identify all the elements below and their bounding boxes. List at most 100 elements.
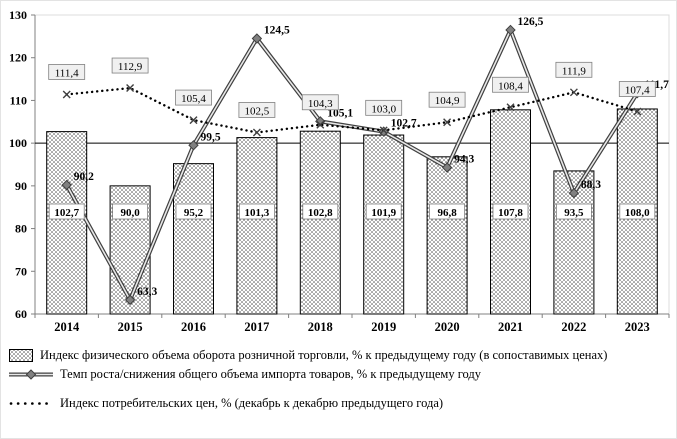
import-diamond-marker	[568, 187, 580, 199]
cpi-data-label: 104,9	[435, 95, 460, 107]
bar-data-label: 90,0	[120, 207, 140, 219]
x-category-label: 2021	[498, 320, 523, 334]
x-category-label: 2015	[118, 320, 143, 334]
cpi-label-box	[492, 76, 529, 93]
bar-label-box	[556, 203, 592, 220]
cpi-x-marker	[252, 128, 261, 137]
bar-data-label: 102,8	[308, 207, 333, 219]
x-category-label: 2017	[244, 320, 269, 334]
cpi-data-label: 111,9	[562, 65, 586, 77]
import-diamond-marker	[188, 140, 199, 151]
bar-data-label: 107,8	[498, 207, 523, 219]
bar-pattern-swatch	[9, 349, 33, 362]
import-line	[64, 24, 639, 305]
import-data-label: 94,3	[454, 153, 474, 165]
import-data-label: 102,7	[391, 118, 417, 130]
import-diamond-marker	[505, 24, 516, 36]
bar-2019	[363, 134, 405, 315]
cpi-label-box	[301, 94, 339, 111]
bar-2016	[173, 163, 214, 315]
cpi-x-marker	[443, 118, 452, 127]
bar-label-box	[365, 203, 402, 220]
x-category-label: 2016	[181, 320, 206, 334]
cpi-x-marker	[569, 88, 578, 97]
cpi-data-label: 104,3	[308, 98, 333, 110]
y-tick-label: 60	[15, 307, 27, 321]
legend-item-cpi-line: Индекс потребительских цен, % (декабрь к…	[9, 396, 670, 411]
bar-label-box	[619, 203, 656, 220]
y-tick-label: 100	[9, 136, 27, 150]
import-data-label: 126,5	[518, 16, 544, 28]
cpi-data-label: 102,5	[245, 105, 270, 117]
legend: Индекс физического объема оборота рознич…	[1, 341, 676, 410]
diamond-line-swatch	[9, 369, 53, 380]
legend-item-import-line: Темп роста/снижения общего объема импорт…	[9, 367, 670, 382]
cpi-label-box	[175, 89, 212, 106]
legend-item-retail-index: Индекс физического объема оборота рознич…	[9, 348, 670, 363]
x-category-label: 2018	[308, 320, 333, 334]
legend-label-cpi-line: Индекс потребительских цен, % (декабрь к…	[60, 395, 444, 410]
import-data-label: 88,3	[581, 179, 601, 191]
bar-2022	[553, 170, 595, 315]
y-tick-label: 120	[9, 51, 27, 65]
cpi-x-marker	[126, 84, 135, 93]
bar-label-box	[238, 203, 275, 220]
cpi-dotted-line	[65, 86, 639, 134]
bar-2014	[46, 131, 88, 315]
y-tick-label: 70	[15, 264, 27, 278]
cpi-label-box	[618, 81, 656, 97]
bar-data-label: 102,7	[54, 207, 79, 219]
cpi-label-box	[428, 91, 466, 108]
bar-label-box	[48, 203, 85, 220]
y-tick-label: 80	[15, 222, 27, 236]
bar-label-box	[429, 203, 466, 220]
import-diamond-marker	[251, 33, 263, 44]
bar-data-label: 95,2	[184, 207, 204, 219]
bar-label-box	[492, 203, 529, 220]
cpi-x-marker	[633, 107, 642, 116]
y-tick-label: 90	[15, 179, 27, 193]
y-tick-label: 110	[10, 93, 27, 107]
dotted-line-swatch	[9, 401, 53, 405]
bar-data-label: 101,3	[245, 207, 270, 219]
bar-2018	[299, 130, 341, 315]
cpi-x-marker	[316, 120, 325, 129]
import-data-label: 124,5	[264, 24, 290, 36]
bar-data-label: 93,5	[564, 207, 584, 219]
import-data-label: 90,2	[74, 171, 94, 183]
import-diamond-marker	[61, 179, 72, 191]
cpi-x-marker	[379, 126, 388, 135]
cpi-label-box	[238, 102, 276, 118]
cpi-data-label: 112,9	[118, 61, 143, 73]
combo-chart: 60 70 80 90 100 110 120 130 2014 2015 2016 2017 2018…	[9, 8, 670, 334]
import-line-inner	[65, 27, 638, 302]
cpi-data-label: 105,4	[181, 93, 206, 105]
bar-data-label: 96,8	[437, 207, 457, 219]
bar-label-box	[112, 203, 148, 220]
y-tick-label: 130	[9, 8, 27, 22]
bar-label-box	[175, 203, 212, 220]
import-data-label: 105,1	[327, 107, 353, 119]
cpi-data-label: 103,0	[371, 103, 396, 115]
cpi-x-marker	[62, 90, 71, 99]
cpi-data-label: 108,4	[498, 80, 523, 92]
import-diamond-marker	[124, 294, 136, 306]
import-data-label: 99,5	[201, 131, 221, 143]
bar-2020	[426, 156, 468, 315]
import-diamond-marker	[378, 126, 389, 137]
import-diamond-marker	[441, 162, 453, 173]
bar-data-label: 101,9	[371, 207, 396, 219]
cpi-label-box	[365, 99, 403, 116]
bar-label-box	[302, 203, 339, 220]
x-category-label: 2022	[561, 320, 586, 334]
legend-label-import-line: Темп роста/снижения общего объема импорт…	[60, 366, 482, 381]
cpi-label-box	[111, 57, 149, 74]
cpi-x-marker	[189, 116, 198, 125]
cpi-data-label: 107,4	[625, 85, 650, 97]
cpi-label-box	[555, 61, 593, 78]
x-category-label: 2020	[435, 320, 460, 334]
x-category-label: 2023	[625, 320, 650, 334]
legend-label-retail-index: Индекс физического объема оборота рознич…	[40, 348, 608, 362]
x-category-label: 2019	[371, 320, 396, 334]
